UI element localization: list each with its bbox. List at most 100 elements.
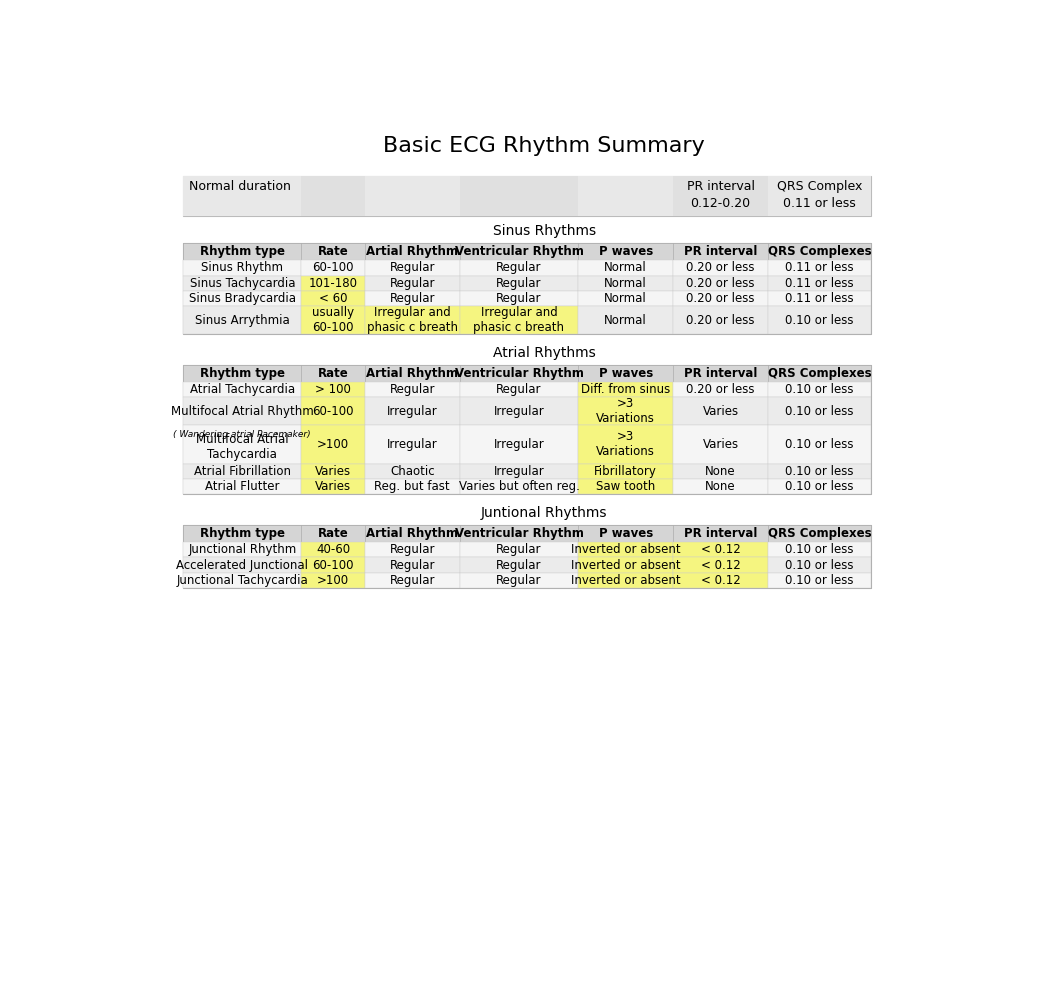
Bar xyxy=(768,573,871,589)
Text: Sinus Rhythms: Sinus Rhythms xyxy=(493,224,596,238)
Text: Regular: Regular xyxy=(390,383,435,396)
Text: None: None xyxy=(705,464,736,477)
Bar xyxy=(365,558,460,573)
Text: QRS Complexes: QRS Complexes xyxy=(768,245,872,258)
Bar xyxy=(183,243,871,334)
Bar xyxy=(302,478,365,494)
Bar xyxy=(768,175,871,215)
Bar xyxy=(365,243,460,260)
Text: 0.20 or less: 0.20 or less xyxy=(686,314,755,326)
Bar xyxy=(578,463,673,478)
Bar xyxy=(365,397,460,425)
Bar xyxy=(460,558,578,573)
Text: 0.10 or less: 0.10 or less xyxy=(786,575,854,587)
Text: Artial Rhythm: Artial Rhythm xyxy=(366,245,459,258)
Text: 0.10 or less: 0.10 or less xyxy=(786,383,854,396)
Bar xyxy=(302,275,365,291)
Bar xyxy=(302,382,365,397)
Bar xyxy=(365,260,460,275)
Bar xyxy=(365,382,460,397)
Text: 0.12-0.20: 0.12-0.20 xyxy=(690,197,751,210)
Bar xyxy=(302,397,365,425)
Text: Sinus Arrythmia: Sinus Arrythmia xyxy=(195,314,290,326)
Bar xyxy=(578,397,673,425)
Text: Regular: Regular xyxy=(390,544,435,557)
Text: P waves: P waves xyxy=(599,367,653,380)
Text: >100: >100 xyxy=(318,437,349,450)
Text: >100: >100 xyxy=(318,575,349,587)
Bar xyxy=(578,291,673,306)
Text: PR interval: PR interval xyxy=(684,245,757,258)
Bar xyxy=(460,175,578,215)
Bar xyxy=(673,275,768,291)
Text: 40-60: 40-60 xyxy=(316,544,350,557)
Bar xyxy=(460,397,578,425)
Bar xyxy=(183,478,302,494)
Text: 0.10 or less: 0.10 or less xyxy=(786,437,854,450)
Text: Rate: Rate xyxy=(318,367,348,380)
Text: Regular: Regular xyxy=(496,559,542,572)
Bar xyxy=(578,478,673,494)
Bar xyxy=(183,573,302,589)
Text: Irregular and
phasic c breath: Irregular and phasic c breath xyxy=(366,306,458,334)
Text: 0.20 or less: 0.20 or less xyxy=(686,383,755,396)
Text: Regular: Regular xyxy=(496,575,542,587)
Bar xyxy=(768,558,871,573)
Bar xyxy=(768,243,871,260)
Bar xyxy=(578,260,673,275)
Bar xyxy=(578,306,673,334)
Text: Irregular: Irregular xyxy=(494,404,545,417)
Bar xyxy=(578,382,673,397)
Text: Normal: Normal xyxy=(604,261,647,274)
Bar xyxy=(578,526,673,543)
Text: Regular: Regular xyxy=(390,575,435,587)
Bar xyxy=(578,175,673,215)
Text: Chaotic: Chaotic xyxy=(390,464,434,477)
Text: Normal duration: Normal duration xyxy=(189,180,291,193)
Text: Rate: Rate xyxy=(318,528,348,541)
Bar xyxy=(302,558,365,573)
Bar xyxy=(768,463,871,478)
Bar xyxy=(673,243,768,260)
Bar xyxy=(673,558,768,573)
Text: 0.10 or less: 0.10 or less xyxy=(786,314,854,326)
Bar xyxy=(768,365,871,382)
Text: Ventricular Rhythm: Ventricular Rhythm xyxy=(455,245,583,258)
Bar xyxy=(578,243,673,260)
Text: Artial Rhythm: Artial Rhythm xyxy=(366,367,459,380)
Text: >3
Variations: >3 Variations xyxy=(596,430,655,458)
Text: 0.11 or less: 0.11 or less xyxy=(786,292,854,305)
Bar xyxy=(578,275,673,291)
Bar xyxy=(673,425,768,463)
Text: Regular: Regular xyxy=(496,292,542,305)
Bar xyxy=(673,526,768,543)
Bar xyxy=(183,365,871,494)
Text: Regular: Regular xyxy=(390,261,435,274)
Text: Inverted or absent: Inverted or absent xyxy=(571,575,681,587)
Bar xyxy=(183,175,302,215)
Text: 0.10 or less: 0.10 or less xyxy=(786,559,854,572)
Bar xyxy=(302,365,365,382)
Text: 0.10 or less: 0.10 or less xyxy=(786,544,854,557)
Text: Atrial Tachycardia: Atrial Tachycardia xyxy=(190,383,295,396)
Text: Rhythm type: Rhythm type xyxy=(200,245,285,258)
Bar xyxy=(460,243,578,260)
Text: Artial Rhythm: Artial Rhythm xyxy=(366,528,459,541)
Bar xyxy=(578,365,673,382)
Bar xyxy=(183,291,302,306)
Bar xyxy=(673,397,768,425)
Bar xyxy=(183,275,302,291)
Text: Inverted or absent: Inverted or absent xyxy=(571,544,681,557)
Text: usually
60-100: usually 60-100 xyxy=(312,306,355,334)
Text: Inverted or absent: Inverted or absent xyxy=(571,559,681,572)
Bar xyxy=(302,291,365,306)
Bar xyxy=(673,478,768,494)
Bar xyxy=(768,425,871,463)
Text: Accelerated Junctional: Accelerated Junctional xyxy=(176,559,308,572)
Text: 60-100: 60-100 xyxy=(312,559,354,572)
Bar xyxy=(460,543,578,558)
Text: Sinus Tachycardia: Sinus Tachycardia xyxy=(189,277,295,290)
Bar xyxy=(673,382,768,397)
Text: PR interval: PR interval xyxy=(687,180,755,193)
Text: Basic ECG Rhythm Summary: Basic ECG Rhythm Summary xyxy=(383,135,705,155)
